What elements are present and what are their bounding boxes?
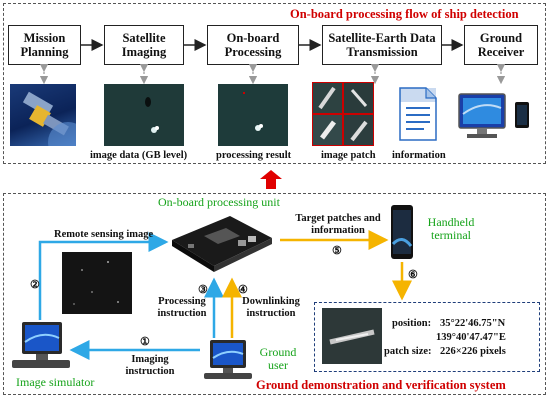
ground-user-text: Ground user — [259, 345, 297, 372]
step-number-5: ⑤ — [332, 245, 342, 257]
ground-receiver-devices — [455, 88, 543, 144]
caption-image-patch: image patch — [321, 150, 376, 161]
result-longitude: 139°40'47.47"E — [436, 332, 506, 343]
result-patch-image — [322, 308, 382, 364]
result-patch-size-label: patch size: — [384, 346, 432, 357]
step-satellite-earth-transmission: Satellite-Earth Data Transmission — [322, 25, 442, 65]
onboard-flow-title: On-board processing flow of ship detecti… — [290, 7, 519, 21]
ground-demo-title: Ground demonstration and verification sy… — [256, 378, 506, 392]
step-number-4: ④ — [238, 284, 248, 296]
step-label: Ground Receiver — [477, 31, 525, 59]
processing-instruction-label: Processing instruction — [152, 296, 212, 320]
ground-user-label: Ground user — [258, 346, 298, 372]
raw-sea-image — [104, 84, 184, 146]
step-mission-planning: Mission Planning — [8, 25, 81, 65]
image-simulator-label: Image simulator — [16, 375, 95, 389]
ground-demo-panel — [3, 193, 546, 395]
step-label: Mission Planning — [20, 31, 69, 59]
processing-result-image — [218, 84, 288, 146]
imaging-instruction-label: Imaging instruction — [120, 354, 180, 378]
step-label: Satellite-Earth Data Transmission — [328, 31, 436, 59]
onboard-flow-panel — [3, 3, 546, 164]
handheld-terminal-phone — [390, 204, 414, 260]
result-latitude: 35°22'46.75"N — [440, 318, 506, 329]
step-satellite-imaging: Satellite Imaging — [104, 25, 184, 65]
caption-processing-result: processing result — [216, 150, 292, 161]
downlinking-instruction-label: Downlinking instruction — [236, 296, 306, 320]
step-number-1: ① — [140, 336, 150, 348]
handheld-terminal-label: Handheld terminal — [425, 216, 477, 242]
step-label: Satellite Imaging — [121, 31, 167, 59]
step-number-3: ③ — [198, 284, 208, 296]
handheld-terminal-text: Handheld terminal — [427, 215, 475, 242]
result-patch-size-value: 226×226 pixels — [440, 346, 506, 357]
caption-image-data: image data (GB level) — [90, 150, 188, 161]
downlinking-instruction-text: Downlinking instruction — [242, 296, 300, 319]
step-number-6: ⑥ — [408, 269, 418, 281]
target-patches-label: Target patches and information — [288, 213, 388, 237]
target-patches-text: Target patches and information — [295, 213, 381, 236]
onboard-processing-board — [168, 210, 276, 276]
image-patch-grid — [312, 82, 374, 146]
processing-instruction-text: Processing instruction — [157, 296, 207, 319]
document-icon — [398, 86, 438, 142]
satellite-image — [10, 84, 76, 146]
onboard-unit-label: On-board processing unit — [158, 195, 280, 209]
imaging-instruction-text: Imaging instruction — [125, 354, 175, 377]
step-number-2: ② — [30, 279, 40, 291]
step-onboard-processing: On-board Processing — [207, 25, 299, 65]
image-simulator-computer — [10, 320, 72, 372]
step-label: On-board Processing — [224, 31, 282, 59]
caption-information: information — [392, 150, 446, 161]
remote-sensing-image-label: Remote sensing image — [54, 229, 154, 240]
result-position-label: position: — [392, 318, 432, 329]
ground-user-computer — [200, 338, 256, 382]
remote-sensing-image-thumb — [62, 252, 132, 314]
result-box — [314, 302, 540, 372]
step-ground-receiver: Ground Receiver — [464, 25, 538, 65]
